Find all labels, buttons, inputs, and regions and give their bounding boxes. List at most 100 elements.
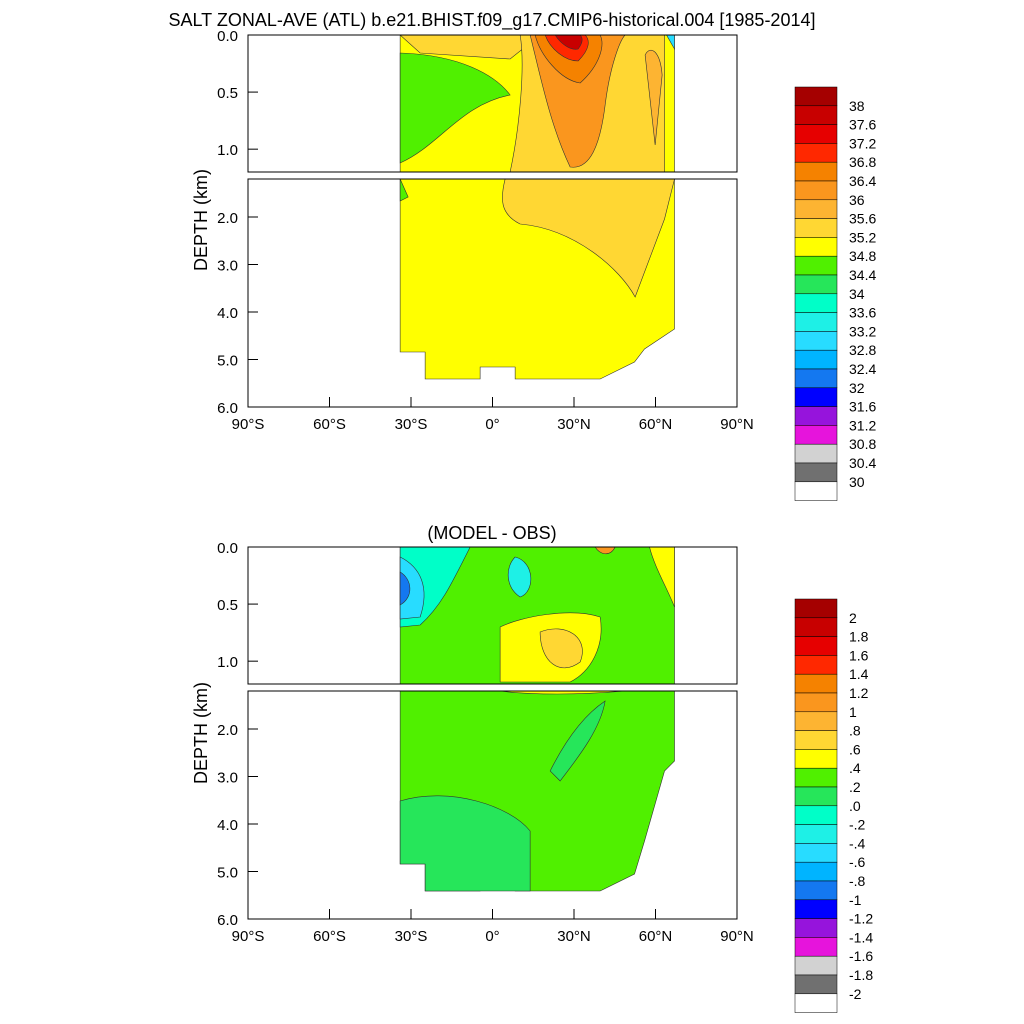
colorbar-label: .2 [849,779,861,795]
colorbar-box [794,993,838,1013]
colorbar-box [794,274,838,295]
colorbar-box [794,425,838,445]
colorbar-box [794,368,838,389]
colorbar-box [794,749,838,769]
colorbar-box [794,767,838,788]
colorbar-box [794,636,838,656]
colorbar-label: 2 [849,610,857,626]
colorbar-label: -.6 [849,854,866,870]
x-tick-label: 0° [485,416,499,433]
x-tick-label: 30°N [557,928,591,945]
diff-title: (MODEL - OBS) [427,523,556,543]
difference-region [649,547,675,608]
salinity-colorbar: 38 37.6 37.2 36.8 36.4 36 35.6 35.2 34.8 34.4 34 33… [794,86,876,501]
y-tick-label: 3.0 [217,258,238,275]
salinity-panel: 0.0 0.5 1.0 2.0 3.0 4.0 5.0 6.090°S 60°S 30°S 0° 30… [217,28,754,433]
colorbar-box [794,655,838,675]
salinity-region [529,35,626,168]
upper-section-fills [399,35,675,172]
colorbar-label: -2 [849,986,862,1002]
colorbar-box [794,899,838,919]
colorbar-label: 32.4 [849,361,876,377]
colorbar-label: 1.6 [849,647,869,663]
colorbar-box [794,692,838,713]
colorbar-label: -1 [849,892,862,908]
y-tick-label: 1.0 [217,142,238,159]
colorbar-label: -1.6 [849,948,873,964]
colorbar-label: 37.2 [849,135,876,151]
colorbar-label: 1.4 [849,666,869,682]
y-tick-label: 5.0 [217,865,238,882]
colorbar-label: .4 [849,760,861,776]
y-tick-label: 6.0 [217,400,238,417]
x-tick-label: 30°S [395,416,428,433]
difference-region [549,700,606,782]
colorbar-box [794,786,838,807]
colorbar-label: 1 [849,704,857,720]
x-tick-label: 60°S [313,928,346,945]
colorbar-label: 1.8 [849,629,869,645]
x-tick-label: 30°S [395,928,428,945]
colorbar-label: 37.6 [849,117,876,133]
lower-section-fills [399,179,675,380]
y-tick-label: 2.0 [217,210,238,227]
x-tick-label: 0° [485,928,499,945]
colorbar-box [794,443,838,464]
colorbar-box [794,349,838,370]
x-tick-label: 60°N [639,928,673,945]
colorbar-box [794,124,838,144]
upper-section-fills [399,547,675,684]
colorbar-box [794,880,838,901]
colorbar-box [794,955,838,976]
colorbar-box [794,481,838,501]
colorbar-box [794,86,838,107]
lower-ylabel: DEPTH (km) [191,682,211,784]
y-tick-label: 0.5 [217,597,238,614]
x-tick-label: 60°N [639,416,673,433]
difference-region [507,556,532,598]
difference-colorbar: 21.81.61.41.21.8.6.4.2.0-.2-.4-.6-.8-1-1… [794,598,873,1013]
colorbar-label: 38 [849,98,865,114]
x-tick-label: 90°S [232,416,265,433]
colorbar-box [794,462,838,483]
colorbar-label: 30 [849,474,865,490]
colorbar-box [794,730,838,750]
colorbar-box [794,331,838,351]
colorbar-box [794,937,838,957]
colorbar-box [794,974,838,995]
difference-region [399,556,425,620]
colorbar-label: 31.6 [849,399,876,415]
colorbar-label: 36.4 [849,173,876,189]
salinity-region [399,35,541,60]
colorbar-box [794,105,838,125]
colorbar-box [794,918,838,938]
colorbar-label: -.4 [849,835,866,851]
y-tick-label: 3.0 [217,770,238,787]
colorbar-box [794,711,838,731]
colorbar-box [794,312,838,332]
colorbar-box [794,199,838,219]
x-tick-label: 30°N [557,416,591,433]
upper-frame [247,34,738,173]
y-tick-label: 6.0 [217,912,238,929]
x-tick-label: 90°N [720,416,754,433]
colorbar-label: .0 [849,798,861,814]
upper-ylabel: DEPTH (km) [191,169,211,271]
colorbar-label: 1.2 [849,685,869,701]
colorbar-label: -1.8 [849,967,873,983]
colorbar-label: 36.8 [849,154,876,170]
colorbar-label: 34.4 [849,267,876,283]
colorbar-label: .8 [849,723,861,739]
colorbar-label: 30.4 [849,455,876,471]
colorbar-label: 30.8 [849,436,876,452]
colorbar-label: 32 [849,380,865,396]
x-tick-label: 60°S [313,416,346,433]
colorbar-label: 33.2 [849,323,876,339]
colorbar-box [794,161,838,182]
colorbar-label: -1.2 [849,911,873,927]
colorbar-label: 31.2 [849,417,876,433]
colorbar-box [794,673,838,694]
y-tick-label: 1.0 [217,654,238,671]
colorbar-label: -.2 [849,817,866,833]
colorbar-box [794,218,838,238]
